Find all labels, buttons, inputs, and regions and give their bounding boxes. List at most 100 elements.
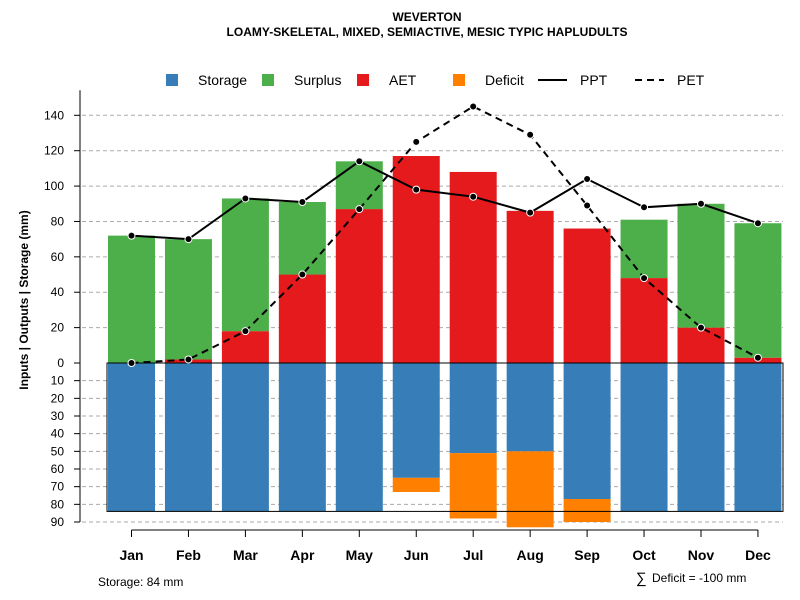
ppt-line-point <box>298 198 307 206</box>
bar-surplus <box>278 202 326 275</box>
y-tick-label: 40 <box>51 427 65 441</box>
ppt-line-point <box>355 157 364 166</box>
bar-deficit <box>392 477 440 492</box>
axes: 0 20 40 60 80 100 120 140 10 20 30 40 50 60 70 80 90 Jan F… <box>44 90 771 563</box>
y-tick-label: 60 <box>51 250 65 264</box>
bar-aet <box>620 278 668 363</box>
bar-storage <box>449 363 497 454</box>
chart-subtitle: LOAMY-SKELETAL, MIXED, SEMIACTIVE, MESIC… <box>227 25 628 39</box>
bar-deficit <box>563 499 611 522</box>
bar-storage <box>392 363 440 478</box>
bar-storage <box>677 363 725 512</box>
y-tick-label: 0 <box>57 356 64 370</box>
bar-storage <box>563 363 611 500</box>
ppt-line-point <box>583 175 592 183</box>
bar-aet <box>449 171 497 363</box>
bar-storage <box>620 363 668 512</box>
pet-line-point <box>241 327 250 336</box>
bar-surplus <box>164 239 212 360</box>
chart-title: WEVERTON <box>392 10 461 24</box>
bars <box>106 156 784 528</box>
y-tick-label: 20 <box>51 321 65 335</box>
x-tick-label: Sep <box>574 547 600 563</box>
bar-storage <box>108 363 155 512</box>
y-tick-label: 90 <box>51 515 65 529</box>
legend-label: Deficit <box>485 72 524 88</box>
ppt-line-point <box>640 203 649 212</box>
series-lines <box>127 102 762 367</box>
bar-storage <box>506 363 554 452</box>
x-tick-label: Nov <box>688 547 715 563</box>
pet-line-point <box>583 201 592 210</box>
ppt-line-point <box>184 235 193 244</box>
pet-line-point <box>640 274 649 283</box>
x-tick-label: Dec <box>745 547 771 563</box>
x-tick-label: Apr <box>290 547 315 563</box>
pet-line-point <box>184 355 193 364</box>
bar-surplus <box>221 198 269 332</box>
pet-line-point <box>412 137 421 146</box>
legend-swatch <box>166 74 178 86</box>
bar-deficit <box>506 451 554 528</box>
bar-aet <box>677 327 725 363</box>
x-tick-label: Jul <box>463 547 483 563</box>
x-tick-label: Oct <box>632 547 656 563</box>
bar-surplus <box>734 223 782 358</box>
bar-storage <box>221 363 269 512</box>
y-tick-label: 140 <box>44 108 64 122</box>
bar-storage <box>164 363 212 512</box>
y-tick-label: 30 <box>51 409 65 423</box>
ppt-line-point <box>127 231 136 240</box>
ppt-line-point <box>526 208 535 217</box>
ppt-line-point <box>697 199 705 208</box>
legend-swatch <box>357 74 369 86</box>
deficit-sum-symbol: ∑ <box>636 570 647 587</box>
y-tick-label: 80 <box>51 214 65 228</box>
y-tick-label: 10 <box>51 374 65 388</box>
y-tick-label: 120 <box>44 144 64 158</box>
bar-surplus <box>677 203 725 328</box>
pet-line-point <box>355 205 364 214</box>
legend-label: Surplus <box>294 72 341 88</box>
x-tick-label: Aug <box>517 547 544 563</box>
y-tick-label: 80 <box>51 497 65 511</box>
y-tick-label: 70 <box>51 480 65 494</box>
legend-swatch <box>453 74 465 86</box>
bar-aet <box>506 210 554 363</box>
x-tick-label: May <box>346 547 373 563</box>
y-tick-label: 60 <box>51 462 65 476</box>
pet-line-point <box>753 353 762 362</box>
y-tick-label: 40 <box>51 285 65 299</box>
bar-aet <box>278 274 326 363</box>
y-tick-label: 50 <box>51 444 65 458</box>
bar-aet <box>335 209 383 363</box>
legend-label: Storage <box>198 72 247 88</box>
pet-line-point <box>469 102 478 111</box>
ppt-line-point <box>412 185 421 194</box>
x-tick-label: Jun <box>404 547 429 563</box>
pet-line <box>131 105 759 364</box>
x-tick-label: Mar <box>233 547 258 563</box>
legend-label: PPT <box>580 72 608 88</box>
ppt-line-point <box>753 219 762 228</box>
y-tick-label: 100 <box>44 179 64 193</box>
ppt-line <box>131 160 759 241</box>
pet-line-point <box>127 359 136 367</box>
pet-line-point <box>697 323 705 332</box>
bar-aet <box>563 228 611 363</box>
legend: Storage Surplus AET Deficit PPT PET <box>166 72 705 88</box>
y-axis-label: Inputs | Outputs | Storage (mm) <box>17 210 31 389</box>
legend-label: PET <box>677 72 705 88</box>
bar-surplus <box>620 219 668 279</box>
deficit-note: Deficit = -100 mm <box>652 571 746 585</box>
bar-aet <box>221 331 269 363</box>
bar-storage <box>278 363 326 512</box>
x-tick-label: Jan <box>119 547 143 563</box>
pet-line-point <box>526 130 535 139</box>
bar-storage <box>335 363 383 512</box>
bar-surplus <box>108 235 155 363</box>
bar-storage <box>734 363 782 512</box>
ppt-line-point <box>241 194 250 203</box>
storage-note: Storage: 84 mm <box>98 575 183 589</box>
